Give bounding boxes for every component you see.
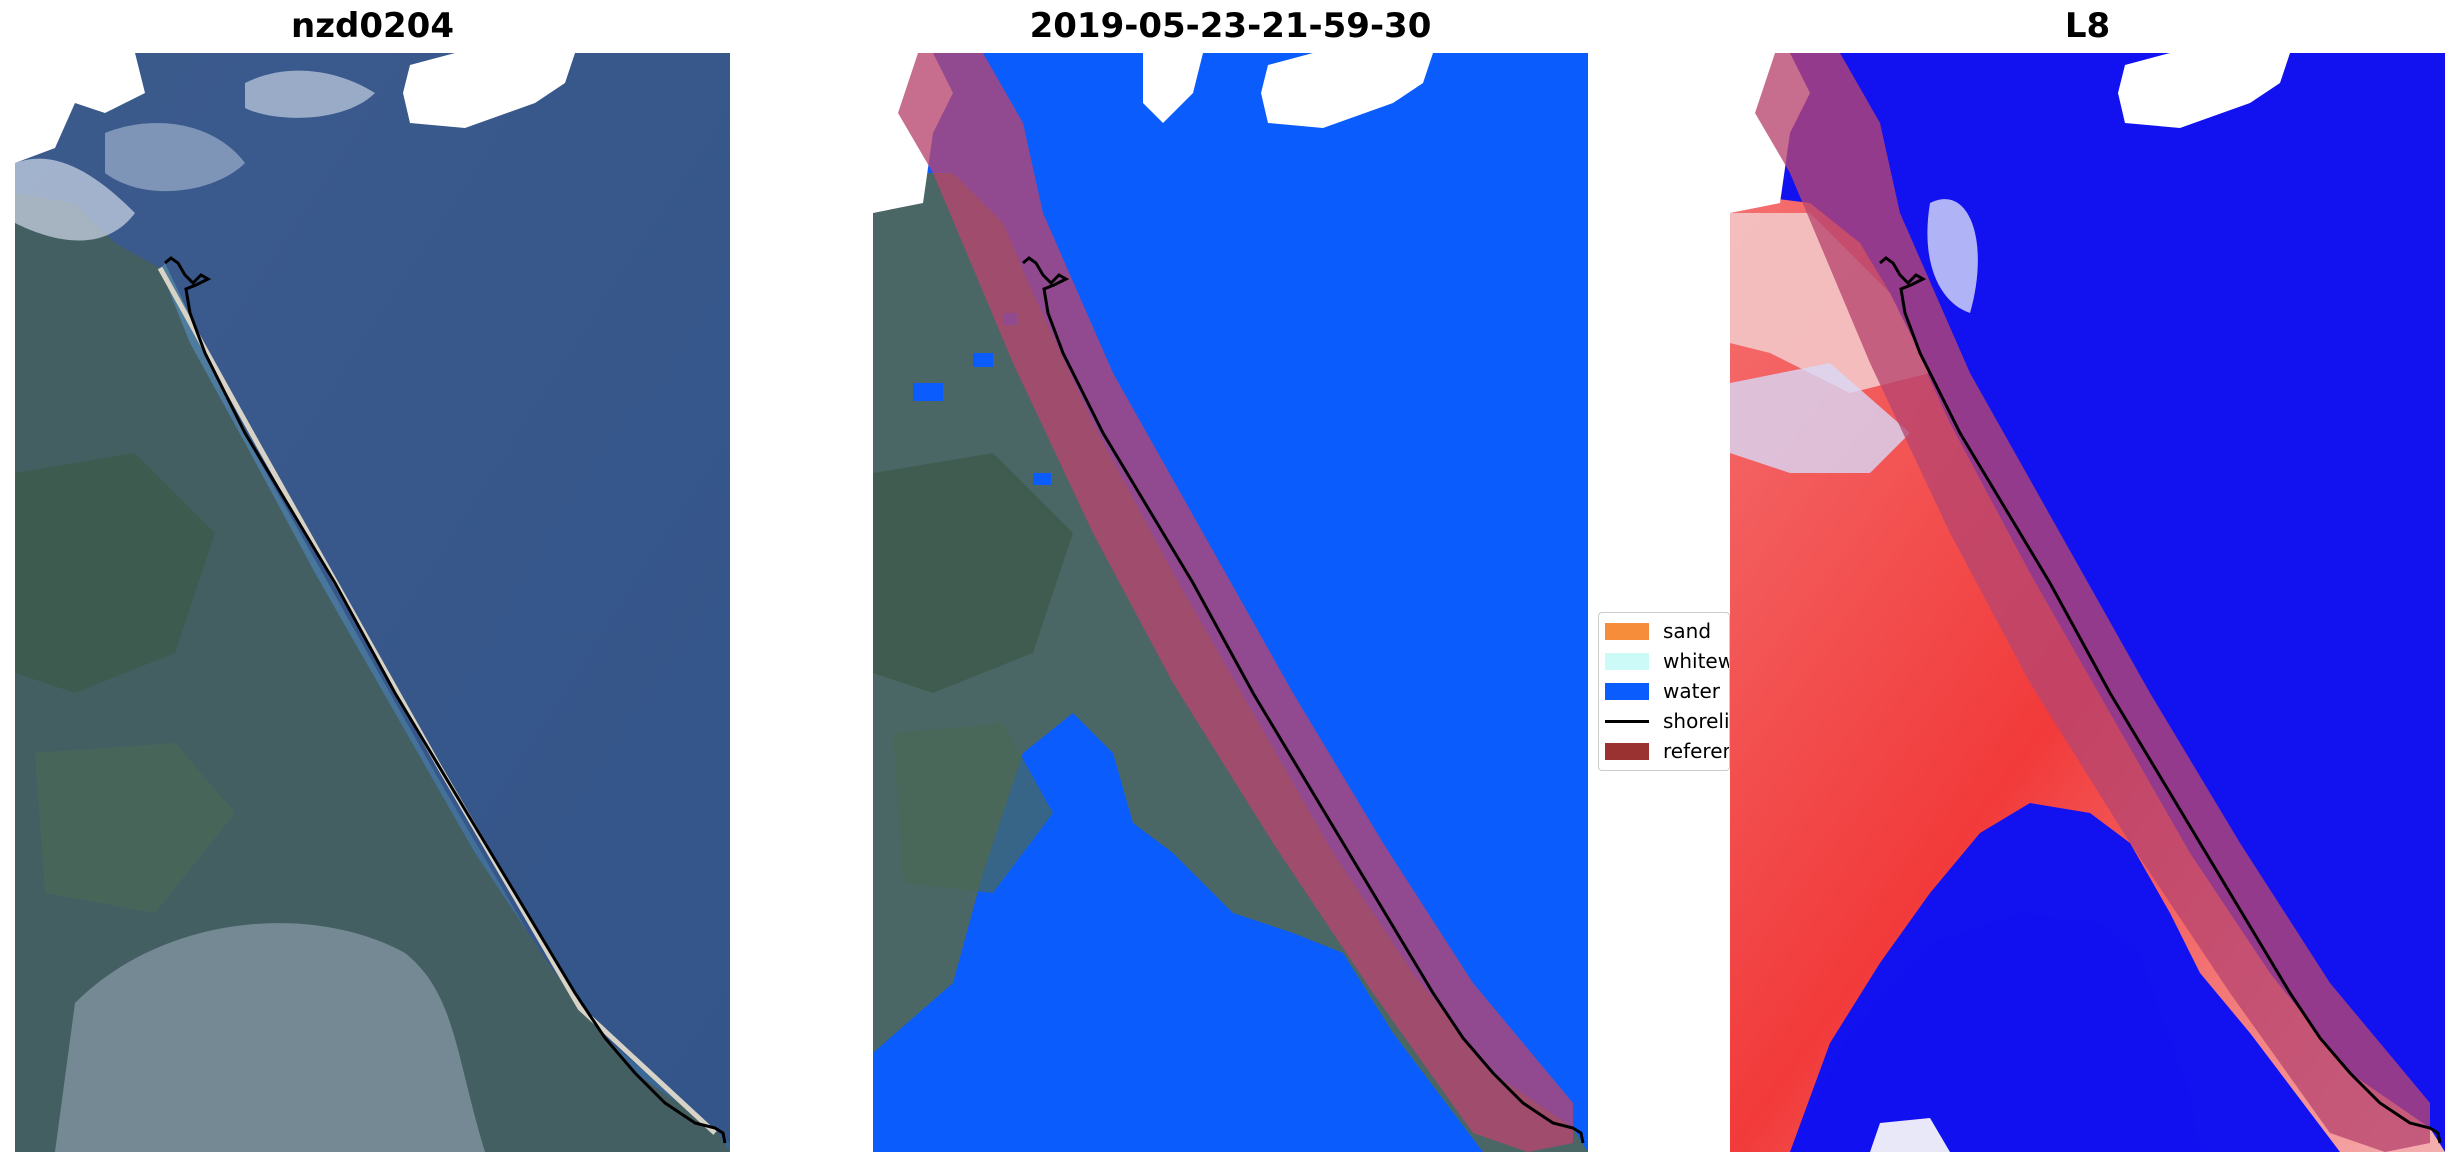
- shoreline: [1022, 256, 1585, 1144]
- legend-item-water: water: [1605, 677, 1720, 705]
- land-area: [15, 193, 730, 1152]
- classification-panel: [873, 53, 1588, 1152]
- shoreline: [164, 256, 727, 1144]
- legend-item-shoreline: shoreline: [1605, 707, 1729, 735]
- legend-item-reference: reference: [1605, 737, 1729, 765]
- whitewater-swatch-icon: [1605, 652, 1649, 670]
- sand-swatch-icon: [1605, 622, 1649, 640]
- water-swatch-icon: [1605, 682, 1649, 700]
- panel-title-classification: 2019-05-23-21-59-30: [1029, 6, 1432, 46]
- farmland-patches: [15, 453, 215, 693]
- cloud-top: [403, 53, 575, 128]
- estuary: [55, 923, 485, 1152]
- index-panel: [1730, 53, 2445, 1152]
- index-image: [1730, 53, 2445, 1152]
- harbour-index: [1790, 913, 2200, 1152]
- reference-buffer: [1755, 53, 2430, 1152]
- reference-swatch-icon: [1605, 742, 1649, 760]
- rgb-image-panel: [15, 53, 730, 1152]
- reference-buffer: [898, 53, 1573, 1152]
- harbour-water: [873, 933, 1343, 1152]
- legend-item-sand: sand: [1605, 617, 1711, 645]
- cloud-top-left: [15, 53, 145, 163]
- panel-title-index: L8: [2064, 6, 2111, 46]
- panel-title-rgb: nzd0204: [291, 6, 454, 46]
- shoreline-line-icon: [1605, 719, 1649, 723]
- rgb-image: [15, 53, 730, 1152]
- shoreline: [1879, 256, 2442, 1144]
- classification-image: [873, 53, 1588, 1152]
